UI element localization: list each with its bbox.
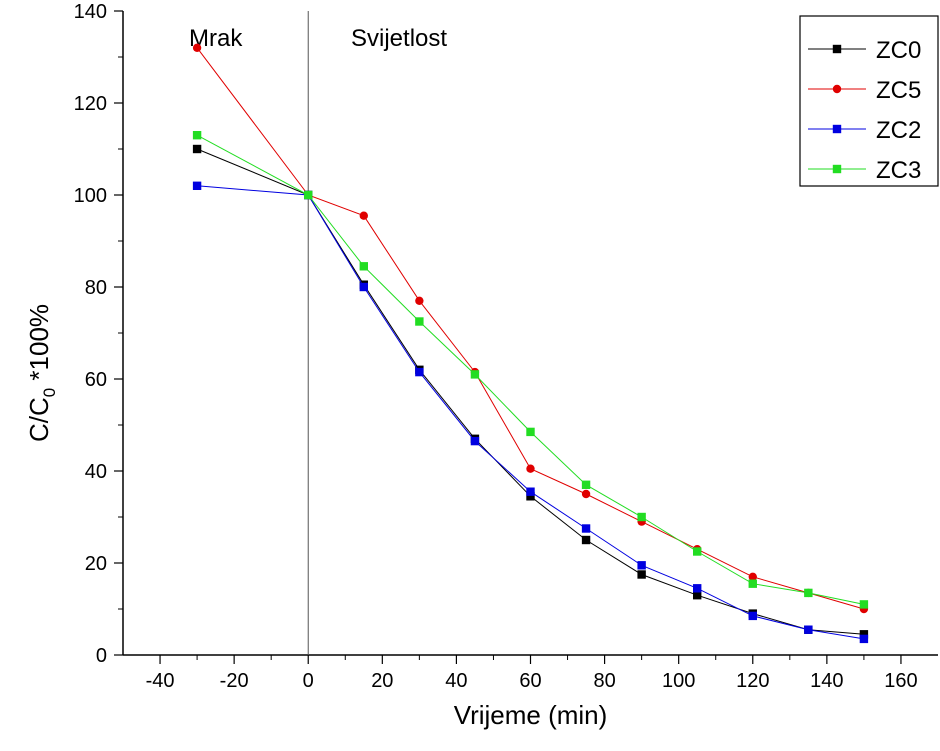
data-point-zc5: [526, 464, 535, 473]
data-point-zc5: [192, 43, 202, 52]
data-point-zc5: [748, 572, 757, 581]
data-point-zc0: [693, 591, 702, 600]
data-point-zc3: [359, 262, 368, 271]
legend: ZC0 ZC5 ZC2 ZC3: [799, 15, 939, 187]
y-axis-title-subscript: 0: [40, 388, 59, 397]
legend-marker-zc3: [832, 164, 842, 174]
y-tick-label: 20: [85, 553, 107, 575]
axes: -40 -20 0 20 40 60 80 100 120 140 160 0 20 40 60 80 100 1…: [74, 1, 938, 692]
legend-marker-zc0: [832, 44, 842, 54]
series-zc0: [192, 144, 869, 639]
data-point-zc3: [804, 588, 813, 598]
data-point-zc2: [859, 634, 869, 644]
y-tick-label: 140: [74, 1, 107, 23]
series-line-zc3: [196, 134, 865, 605]
x-tick-label: 100: [662, 670, 695, 692]
data-point-zc2: [581, 524, 591, 533]
data-point-zc3: [693, 547, 702, 556]
y-axis-title-suffix: *100%: [24, 304, 54, 388]
data-point-zc0: [859, 630, 869, 639]
data-point-zc2: [359, 282, 368, 292]
series-zc5: [192, 43, 869, 614]
series-zc3: [192, 131, 869, 609]
series-group: [192, 43, 869, 644]
annotation-svijetlost: Svijetlost: [351, 25, 447, 52]
data-point-zc2: [693, 584, 702, 593]
y-tick-label: 80: [85, 277, 107, 299]
y-tick-label: 60: [85, 369, 107, 391]
x-tick-label: -40: [146, 670, 175, 692]
data-point-zc2: [804, 625, 813, 634]
legend-marker-zc2: [832, 124, 842, 134]
x-axis-title: Vrijeme (min): [454, 700, 608, 730]
series-line-zc5: [196, 47, 865, 610]
x-tick-label: 140: [810, 670, 843, 692]
data-point-zc0: [637, 570, 646, 579]
data-point-zc3: [748, 579, 757, 588]
data-point-zc2: [526, 487, 535, 496]
data-point-zc3: [470, 370, 480, 379]
series-line-zc2: [197, 185, 864, 640]
data-point-zc3: [526, 427, 535, 437]
y-axis-title-main: C/C: [24, 397, 54, 442]
x-tick-label: 120: [736, 670, 769, 692]
y-tick-label: 100: [74, 185, 107, 207]
data-point-zc3: [192, 131, 202, 140]
x-tick-label: -20: [220, 670, 249, 692]
legend-label-zc3: ZC3: [876, 157, 921, 184]
legend-box: [799, 15, 939, 187]
x-tick-label: 60: [519, 670, 541, 692]
data-point-zc0: [192, 144, 202, 154]
y-tick-label: 120: [74, 93, 107, 115]
data-point-zc0: [526, 492, 535, 501]
y-tick-label: 40: [85, 461, 107, 483]
data-point-zc2: [192, 181, 202, 190]
data-point-zc5: [359, 211, 368, 220]
data-point-zc2: [637, 561, 646, 570]
data-point-zc3: [859, 600, 869, 609]
x-tick-label: 40: [445, 670, 467, 692]
data-point-zc5: [581, 489, 591, 499]
legend-item-zc2: ZC2: [808, 117, 921, 144]
data-point-zc3: [415, 317, 424, 326]
data-point-zc3: [304, 190, 313, 200]
data-point-zc2: [415, 367, 424, 377]
data-point-zc5: [415, 296, 424, 305]
series-zc2: [192, 181, 869, 644]
y-tick-label: 0: [96, 645, 107, 667]
legend-label-zc2: ZC2: [876, 117, 921, 144]
data-point-zc0: [581, 535, 591, 545]
legend-label-zc0: ZC0: [876, 37, 921, 64]
legend-label-zc5: ZC5: [876, 77, 921, 104]
legend-marker-zc5: [832, 84, 842, 94]
x-tick-label: 20: [371, 670, 393, 692]
data-point-zc2: [470, 436, 480, 446]
data-point-zc3: [637, 512, 646, 522]
y-axis-title: C/C0 *100%: [24, 304, 59, 442]
legend-item-zc5: ZC5: [808, 77, 921, 104]
x-tick-label: 80: [593, 670, 615, 692]
data-point-zc3: [581, 480, 591, 489]
x-tick-label: 0: [303, 670, 314, 692]
legend-item-zc0: ZC0: [808, 37, 921, 64]
data-point-zc2: [748, 611, 757, 621]
legend-item-zc3: ZC3: [808, 157, 921, 184]
series-line-zc0: [196, 148, 864, 635]
x-tick-label: 160: [884, 670, 917, 692]
